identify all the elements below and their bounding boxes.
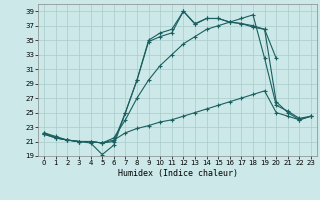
X-axis label: Humidex (Indice chaleur): Humidex (Indice chaleur)	[118, 169, 238, 178]
